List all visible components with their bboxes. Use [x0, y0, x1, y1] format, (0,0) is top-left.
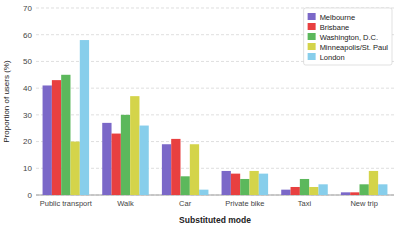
legend-label: Minneapolis/St. Paul [320, 43, 389, 52]
bar [61, 75, 70, 195]
grid [36, 8, 394, 195]
bar [162, 144, 171, 195]
bar [199, 190, 208, 195]
x-tick-label: Private bike [225, 199, 264, 208]
bar [369, 171, 378, 195]
y-tick-label: 10 [23, 164, 32, 173]
y-tick-label: 40 [23, 84, 32, 93]
bar [181, 176, 190, 195]
bar [222, 171, 231, 195]
x-tick-label: Walk [117, 199, 134, 208]
legend-label: Washington, D.C. [320, 33, 379, 42]
bar [70, 142, 79, 195]
legend-swatch [308, 43, 316, 50]
bar [130, 96, 139, 195]
x-axis-label: Substituted mode [179, 215, 251, 225]
legend-swatch [308, 53, 316, 60]
y-axis-label: Proportion of users (%) [2, 60, 11, 143]
bar [259, 174, 268, 195]
bar [43, 85, 52, 195]
bar [341, 192, 350, 195]
legend: MelbourneBrisbaneWashington, D.C.Minneap… [304, 8, 392, 65]
legend-swatch [308, 33, 316, 40]
bar [291, 187, 300, 195]
bar [52, 80, 61, 195]
bar [190, 144, 199, 195]
bar [249, 171, 258, 195]
y-tick-label: 20 [23, 137, 32, 146]
grid-line [36, 88, 394, 89]
bar [350, 192, 359, 195]
bar [318, 184, 327, 195]
bar [281, 190, 290, 195]
bar [121, 115, 130, 195]
grid-line [36, 114, 394, 115]
bar [112, 134, 121, 195]
bar [80, 40, 89, 195]
x-tick-label: New trip [350, 199, 378, 208]
bar [240, 179, 249, 195]
y-tick-label: 60 [23, 31, 32, 40]
legend-label: London [320, 53, 345, 62]
grid-line [36, 195, 394, 196]
bar [139, 126, 148, 195]
legend-swatch [308, 23, 316, 30]
legend-swatch [308, 13, 316, 20]
legend-label: Brisbane [320, 23, 350, 32]
grid-line [36, 168, 394, 169]
y-tick-label: 70 [23, 4, 32, 13]
chart: 0 10 20 30 40 50 60 70 Public transport Walk Car Pr… [0, 0, 400, 229]
legend-label: Melbourne [320, 13, 355, 22]
x-tick-label: Taxi [298, 199, 312, 208]
bar [300, 179, 309, 195]
bar [231, 174, 240, 195]
x-tick-label: Car [179, 199, 192, 208]
x-tick-label: Public transport [40, 199, 93, 208]
bar [378, 184, 387, 195]
y-tick-label: 50 [23, 57, 32, 66]
bar [171, 139, 180, 195]
bar [102, 123, 111, 195]
y-tick-label: 30 [23, 111, 32, 120]
grid-line [36, 141, 394, 142]
bar [360, 184, 369, 195]
x-axis-line [36, 195, 394, 196]
bar [309, 187, 318, 195]
legend-frame [304, 8, 392, 65]
y-tick-label: 0 [28, 191, 33, 200]
